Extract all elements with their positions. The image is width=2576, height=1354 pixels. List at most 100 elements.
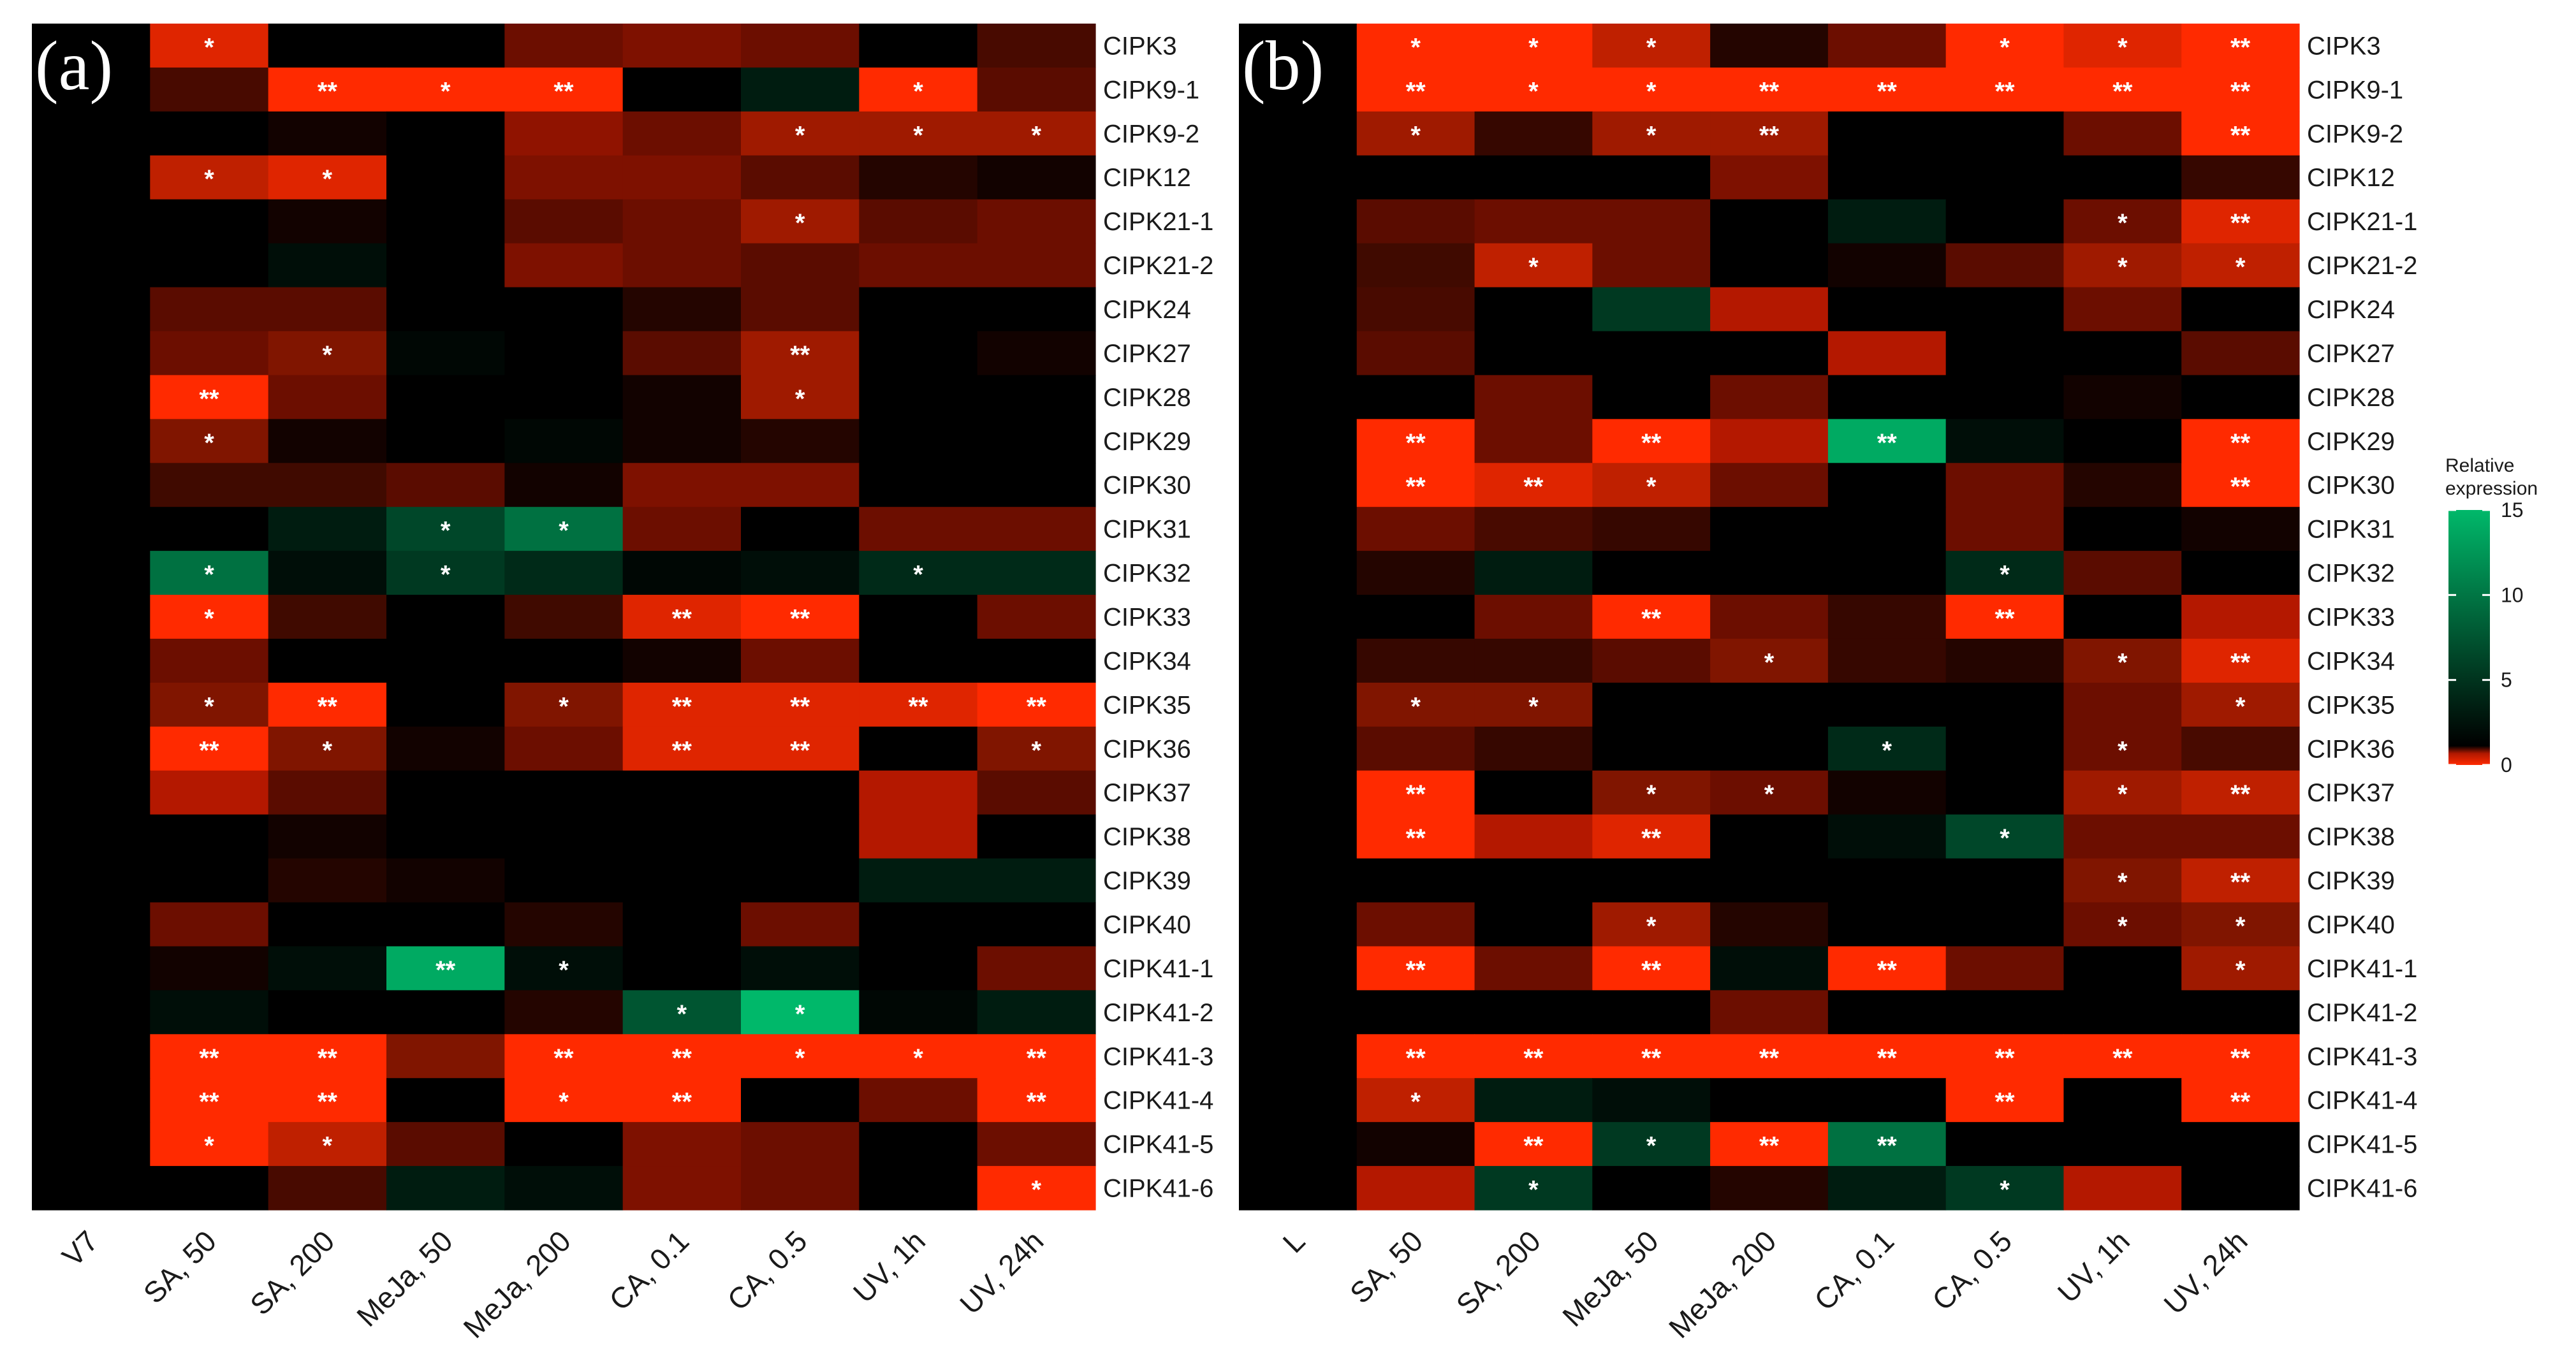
heatmap-cell (32, 419, 150, 463)
heatmap-cell (268, 638, 387, 683)
heatmap-cell (268, 814, 387, 859)
heatmap-cell (150, 770, 269, 815)
significance-mark: * (1528, 253, 1539, 281)
significance-mark: * (323, 1132, 333, 1160)
heatmap-cell (859, 155, 978, 200)
significance-mark: ** (318, 692, 338, 720)
heatmap-cell (504, 858, 624, 903)
heatmap-cell (1827, 638, 1947, 683)
heatmap-cell (2063, 243, 2182, 288)
significance-mark: * (2118, 648, 2128, 676)
row-label: CIPK41-2 (1103, 999, 1213, 1027)
significance-mark: ** (672, 1088, 692, 1116)
significance-mark: * (913, 77, 923, 105)
heatmap-cell (2181, 726, 2300, 771)
significance-mark: ** (1641, 605, 1662, 633)
significance-mark: ** (790, 605, 810, 633)
significance-mark: ** (2112, 1044, 2133, 1072)
row-label: CIPK41-4 (1103, 1087, 1213, 1115)
row-label: CIPK40 (1103, 911, 1191, 939)
heatmap-cell (1592, 419, 1711, 463)
heatmap-cell (741, 463, 860, 507)
legend-colorbar (2448, 510, 2490, 765)
heatmap-cell (2063, 726, 2182, 771)
heatmap-cell (2063, 331, 2182, 376)
heatmap-cell (2063, 67, 2182, 112)
heatmap-cell (32, 67, 150, 112)
heatmap-cell (1945, 419, 2065, 463)
heatmap-cell (1827, 1166, 1947, 1211)
heatmap-panel-b: * * * * * **** * * ** ** ** ** *** * ** *** *** * *** ** ** *… (1239, 24, 2417, 1344)
row-label: CIPK30 (2307, 472, 2395, 500)
significance-mark: * (1646, 780, 1657, 808)
heatmap-cell (1827, 111, 1947, 156)
heatmap-cell (1356, 507, 1475, 551)
significance-mark: ** (199, 1044, 219, 1072)
row-label: CIPK41-2 (2307, 999, 2417, 1027)
heatmap-cell (268, 682, 387, 727)
column-label: UV, 1h (847, 1224, 932, 1309)
heatmap-cell (622, 682, 742, 727)
heatmap-cell (859, 946, 978, 991)
heatmap-cell (1356, 814, 1475, 859)
heatmap-cell (1945, 111, 2065, 156)
heatmap-cell (741, 419, 860, 463)
heatmap-cell (1239, 946, 1358, 991)
heatmap-cell (2063, 507, 2182, 551)
heatmap-cell (32, 551, 150, 595)
heatmap-cell (1945, 682, 2065, 727)
significance-mark: ** (1027, 1088, 1047, 1116)
heatmap-cell (622, 67, 742, 112)
heatmap-cell (1474, 507, 1593, 551)
heatmap-cell (504, 331, 624, 376)
heatmap-cell (1945, 331, 2065, 376)
row-label: CIPK35 (1103, 691, 1191, 719)
heatmap-cell (977, 199, 1096, 244)
heatmap-cell (268, 375, 387, 419)
row-label: CIPK9-1 (2307, 76, 2403, 104)
row-label: CIPK41-1 (2307, 955, 2417, 983)
heatmap-cell (1239, 551, 1358, 595)
significance-mark: ** (1641, 824, 1662, 852)
significance-mark: ** (1406, 77, 1426, 105)
heatmap-cell (32, 1034, 150, 1079)
heatmap-cell (504, 814, 624, 859)
heatmap-cell (1474, 595, 1593, 639)
heatmap-cell (1239, 902, 1358, 947)
heatmap-cell (1356, 1122, 1475, 1167)
heatmap-cell (1474, 814, 1593, 859)
heatmap-cell (1710, 946, 1829, 991)
legend-title-line2: expression (2445, 478, 2538, 499)
heatmap-cell (32, 1166, 150, 1211)
significance-mark: ** (2230, 1044, 2251, 1072)
heatmap-cell (150, 1078, 269, 1123)
significance-mark: ** (2230, 648, 2251, 676)
heatmap-cell (977, 726, 1096, 771)
column-label: SA, 50 (1343, 1224, 1429, 1309)
heatmap-cell (741, 638, 860, 683)
heatmap-cell (1474, 199, 1593, 244)
heatmap-cell (1592, 1034, 1711, 1079)
row-label: CIPK34 (2307, 647, 2395, 675)
significance-mark: * (2118, 780, 2128, 808)
significance-mark: ** (2230, 33, 2251, 61)
row-label: CIPK32 (2307, 560, 2395, 588)
heatmap-cell (977, 419, 1096, 463)
heatmap-cell (2063, 814, 2182, 859)
heatmap-cell (622, 814, 742, 859)
heatmap-cell (1945, 858, 2065, 903)
heatmap-cell (622, 638, 742, 683)
significance-mark: * (441, 517, 451, 545)
heatmap-cell (2181, 199, 2300, 244)
significance-mark: * (204, 561, 214, 589)
heatmap-cell (741, 551, 860, 595)
heatmap-cell (386, 1034, 505, 1079)
heatmap-cell (150, 243, 269, 288)
row-label: CIPK41-1 (1103, 955, 1213, 983)
significance-mark: * (323, 736, 333, 764)
heatmap-cell (268, 331, 387, 376)
heatmap-cell (859, 990, 978, 1035)
heatmap-cell (1474, 155, 1593, 200)
heatmap-cell (622, 507, 742, 551)
significance-mark: ** (1406, 429, 1426, 457)
